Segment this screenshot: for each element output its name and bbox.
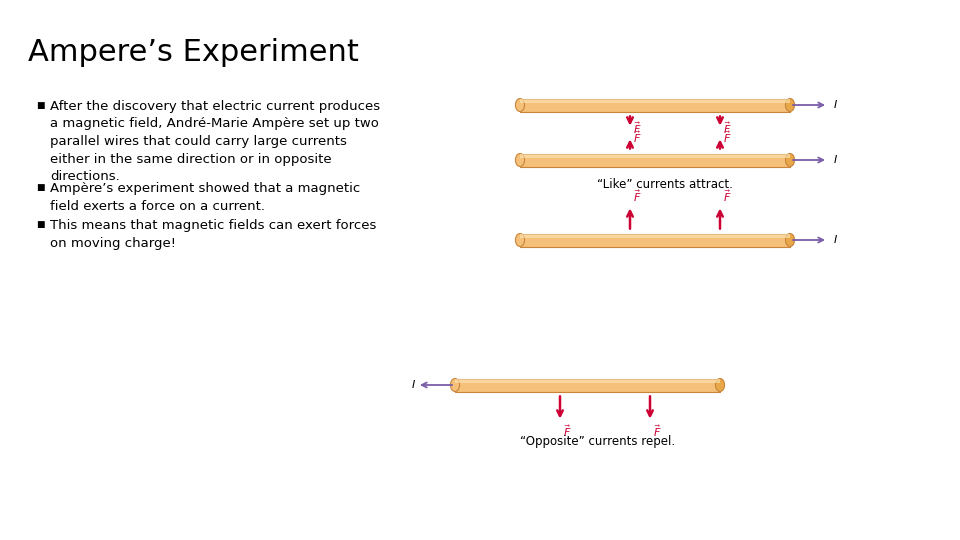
Text: $\vec{F}$: $\vec{F}$: [633, 130, 641, 145]
Text: ■: ■: [36, 101, 44, 110]
Bar: [520, 153, 790, 158]
Ellipse shape: [715, 379, 725, 392]
Bar: [520, 233, 790, 246]
Text: $\vec{F}$: $\vec{F}$: [633, 188, 641, 204]
Bar: [520, 98, 790, 111]
Text: “Opposite” currents repel.: “Opposite” currents repel.: [520, 435, 675, 448]
Text: After the discovery that electric current produces
a magnetic field, André-Marie: After the discovery that electric curren…: [50, 100, 380, 183]
Text: $I$: $I$: [833, 98, 838, 110]
Text: ■: ■: [36, 183, 44, 192]
Ellipse shape: [516, 153, 524, 166]
Text: ■: ■: [36, 220, 44, 229]
Ellipse shape: [516, 233, 524, 246]
Ellipse shape: [785, 233, 795, 246]
Ellipse shape: [516, 98, 524, 111]
Text: $\vec{F}$: $\vec{F}$: [723, 130, 732, 145]
Bar: [520, 98, 790, 103]
Bar: [455, 379, 720, 383]
Text: Ampère’s experiment showed that a magnetic
field exerts a force on a current.: Ampère’s experiment showed that a magnet…: [50, 182, 360, 213]
Ellipse shape: [450, 379, 460, 392]
Text: $\vec{F}$: $\vec{F}$: [653, 423, 661, 439]
Text: $\vec{F}$: $\vec{F}$: [633, 121, 641, 137]
Text: $\vec{F}$: $\vec{F}$: [563, 423, 571, 439]
Ellipse shape: [785, 153, 795, 166]
Ellipse shape: [785, 98, 795, 111]
Text: “Like” currents attract.: “Like” currents attract.: [597, 178, 732, 191]
Text: $I$: $I$: [411, 378, 416, 390]
Bar: [520, 153, 790, 166]
Text: $\vec{F}$: $\vec{F}$: [723, 188, 732, 204]
Text: This means that magnetic fields can exert forces
on moving charge!: This means that magnetic fields can exer…: [50, 219, 376, 249]
Text: $\vec{F}$: $\vec{F}$: [723, 121, 732, 137]
Bar: [455, 379, 720, 392]
Text: Ampere’s Experiment: Ampere’s Experiment: [28, 38, 359, 67]
Bar: [520, 233, 790, 238]
Text: $I$: $I$: [833, 233, 838, 245]
Text: $I$: $I$: [833, 153, 838, 165]
